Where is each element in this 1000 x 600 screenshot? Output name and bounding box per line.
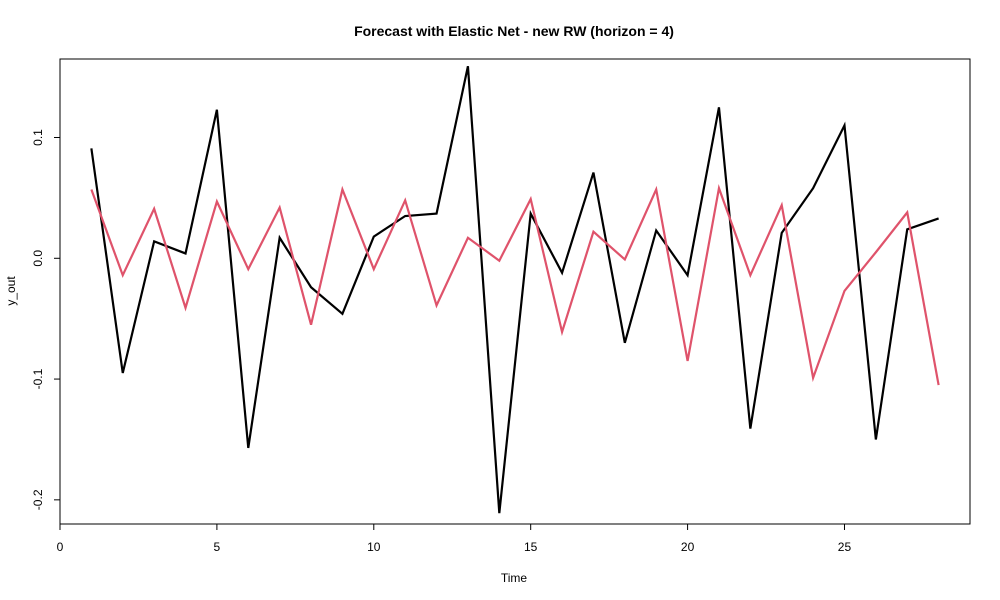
y-tick-label: 0.1 [31, 129, 45, 146]
chart-title: Forecast with Elastic Net - new RW (hori… [354, 23, 674, 39]
y-tick-label: -0.1 [31, 368, 45, 389]
y-tick-label: 0.0 [31, 250, 45, 267]
x-axis: 0 5 10 15 20 25 [57, 523, 852, 554]
y-axis: -0.2 -0.1 0.0 0.1 [31, 129, 61, 510]
series-line-1 [90, 66, 939, 514]
x-axis-label: Time [501, 571, 528, 585]
x-tick-label: 15 [524, 540, 538, 554]
x-tick-label: 0 [57, 540, 64, 554]
x-tick-label: 25 [838, 540, 852, 554]
y-axis-label: y_out [4, 276, 18, 306]
series-line-2 [90, 184, 940, 386]
x-tick-label: 5 [214, 540, 221, 554]
y-tick-label: -0.2 [31, 489, 45, 510]
x-tick-label: 10 [367, 540, 381, 554]
series-layer [90, 66, 940, 514]
plot-area [59, 58, 971, 525]
x-tick-label: 20 [681, 540, 695, 554]
